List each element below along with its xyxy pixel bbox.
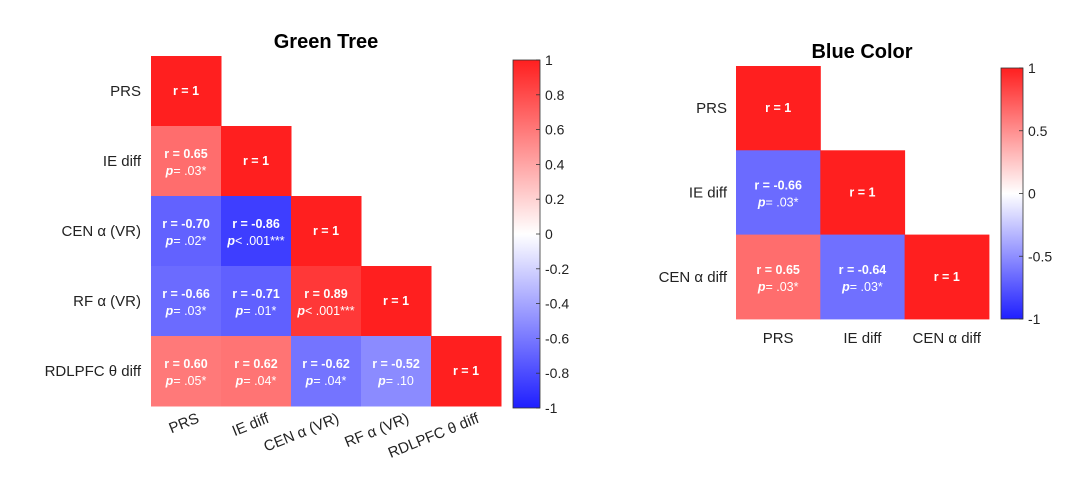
cell-r-label: r = -0.66 — [162, 287, 210, 301]
cell-r-label: r = 1 — [313, 224, 339, 238]
cell-p-label: p= .05* — [165, 374, 207, 388]
row-label: IE diff — [103, 153, 142, 170]
colorbar — [512, 59, 541, 409]
heatmap-cell — [221, 336, 292, 407]
cell-r-label: r = 0.89 — [304, 287, 347, 301]
cell-r-label: r = 0.60 — [164, 357, 207, 371]
cell-p-label: p= .03* — [165, 164, 207, 178]
heatmap-cell — [431, 336, 502, 407]
cell-p-label: p= .03* — [757, 195, 799, 209]
heatmap-cell — [151, 336, 222, 407]
heatmap-cell — [736, 150, 821, 236]
heatmap-cell — [820, 234, 906, 320]
colorbar-tick-label: -0.5 — [1028, 248, 1052, 264]
cell-r-label: r = 0.65 — [164, 147, 207, 161]
colorbar-tick-label: -0.4 — [545, 296, 569, 312]
cell-r-label: r = -0.86 — [232, 217, 280, 231]
heatmap-cell — [361, 266, 432, 337]
heatmap-cell — [151, 56, 222, 127]
heatmap-cell — [291, 266, 362, 337]
heatmap-2: Blue Color r = 1 r = -0.66 p= .03* r = 1 r = … — [659, 41, 1053, 347]
colorbar-tick-label: -1 — [545, 400, 558, 416]
cell-r-label: r = -0.70 — [162, 217, 210, 231]
heatmap-cell — [151, 196, 222, 267]
colorbar-tick-label: 0 — [1028, 186, 1036, 202]
cell-r-label: r = 1 — [849, 185, 875, 199]
colorbar-tick-label: -0.8 — [545, 365, 569, 381]
heatmap-cell — [221, 126, 292, 197]
heatmap-cell — [361, 336, 432, 407]
cell-r-label: r = -0.71 — [232, 287, 280, 301]
heatmap-cell — [736, 66, 821, 151]
column-label: PRS — [763, 330, 794, 347]
colorbar-tick-label: 0 — [545, 226, 553, 242]
colorbar-tick-label: 0.4 — [545, 156, 565, 172]
heatmap-cell — [820, 150, 906, 236]
column-label: IE diff — [843, 330, 882, 347]
colorbar-tick-label: -0.6 — [545, 330, 569, 346]
column-label: PRS — [167, 410, 202, 437]
cell-p-label: p= .03* — [841, 280, 883, 294]
cell-p-label: p= .01* — [235, 304, 277, 318]
cell-p-label: p= .02* — [165, 234, 207, 248]
cell-r-label: r = 1 — [173, 84, 199, 98]
cell-r-label: r = -0.62 — [302, 357, 350, 371]
heatmap-cell — [291, 196, 362, 267]
colorbar-tick-label: 0.8 — [545, 87, 565, 103]
colorbar-tick-label: 1 — [1028, 60, 1036, 76]
row-label: PRS — [696, 100, 727, 117]
cell-r-label: r = 0.65 — [756, 263, 799, 277]
heatmap-cell — [151, 266, 222, 337]
heatmap-cell — [221, 266, 292, 337]
colorbar-tick-label: 1 — [545, 52, 553, 68]
cell-p-label: p= .04* — [305, 374, 347, 388]
cell-r-label: r = 0.62 — [234, 357, 277, 371]
row-label: RF α (VR) — [73, 293, 141, 310]
cell-p-label: p= .10 — [377, 374, 414, 388]
column-label: IE diff — [230, 410, 272, 440]
colorbar-tick-label: -0.2 — [545, 261, 569, 277]
heatmap-cell — [221, 196, 292, 267]
column-label: CEN α diff — [913, 330, 982, 347]
chart-title: Green Tree — [274, 31, 379, 53]
cell-r-label: r = 1 — [765, 101, 791, 115]
row-label: PRS — [110, 83, 141, 100]
heatmap-1: Green Tree r = 1 r = 0.65 p= .03* r = 1 r = -… — [45, 31, 570, 462]
chart-title: Blue Color — [811, 41, 912, 63]
cell-r-label: r = 1 — [383, 294, 409, 308]
row-label: CEN α diff — [659, 269, 728, 286]
column-label: CEN α (VR) — [261, 410, 341, 456]
heatmap-cell — [291, 336, 362, 407]
cell-p-label: p< .001*** — [296, 304, 354, 318]
colorbar-tick-label: 0.2 — [545, 191, 565, 207]
heatmap-cell — [904, 234, 990, 320]
row-label: CEN α (VR) — [61, 223, 141, 240]
cell-r-label: r = 1 — [453, 364, 479, 378]
colorbar-tick-label: -1 — [1028, 311, 1041, 327]
heatmap-cell — [736, 234, 821, 320]
cell-r-label: r = -0.66 — [754, 178, 802, 192]
colorbar-tick-label: 0.5 — [1028, 123, 1048, 139]
colorbar-tick-label: 0.6 — [545, 122, 565, 138]
row-label: RDLPFC θ diff — [45, 363, 142, 380]
heatmap-cell — [151, 126, 222, 197]
cell-r-label: r = -0.64 — [839, 263, 887, 277]
cell-r-label: r = 1 — [243, 154, 269, 168]
cell-r-label: r = 1 — [934, 270, 960, 284]
cell-r-label: r = -0.52 — [372, 357, 420, 371]
cell-p-label: p= .04* — [235, 374, 277, 388]
cell-p-label: p= .03* — [165, 304, 207, 318]
cell-p-label: p< .001*** — [226, 234, 284, 248]
cell-p-label: p= .03* — [757, 280, 799, 294]
row-label: IE diff — [689, 184, 728, 201]
